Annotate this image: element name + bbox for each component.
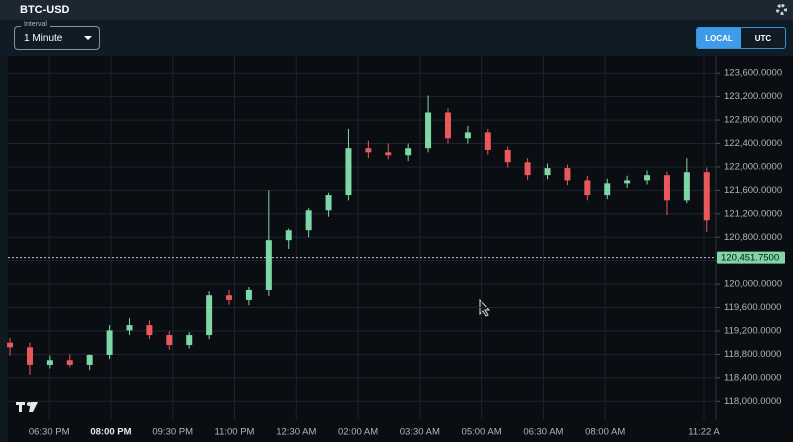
candle-body bbox=[206, 295, 213, 336]
x-tick-label: 11:00 PM bbox=[215, 427, 255, 438]
candle-body bbox=[464, 132, 471, 139]
y-tick-label: 121,600.0000 bbox=[724, 185, 782, 196]
candle-body bbox=[46, 360, 53, 365]
x-tick-label: 02:00 AM bbox=[338, 427, 378, 438]
candle-body bbox=[285, 230, 292, 241]
x-tick-label: 05:00 AM bbox=[462, 427, 502, 438]
y-tick-label: 118,000.0000 bbox=[724, 396, 781, 407]
x-tick-label: 12:30 AM bbox=[276, 427, 316, 438]
symbol-title: BTC-USD bbox=[20, 4, 70, 16]
candle-body bbox=[564, 168, 571, 181]
x-tick-label: 03:30 AM bbox=[400, 427, 440, 438]
y-tick-label: 120,000.0000 bbox=[724, 279, 782, 290]
x-tick-label: 08:00 PM bbox=[90, 427, 131, 438]
candle-body bbox=[265, 240, 272, 290]
candle-body bbox=[166, 335, 173, 346]
candle-body bbox=[385, 152, 392, 156]
candle-body bbox=[325, 195, 332, 211]
candle-body bbox=[226, 295, 233, 300]
x-tick-label: 11:22 A bbox=[688, 427, 720, 438]
candle-body bbox=[305, 210, 312, 231]
candle-body bbox=[405, 148, 412, 156]
dropdown-arrow bbox=[84, 36, 92, 44]
candle-body bbox=[365, 148, 372, 153]
y-tick-label: 123,200.0000 bbox=[724, 91, 782, 102]
x-tick-label: 06:30 AM bbox=[523, 427, 563, 438]
y-tick-label: 120,800.0000 bbox=[724, 232, 782, 243]
candle-body bbox=[126, 325, 133, 331]
y-tick-label: 118,800.0000 bbox=[724, 349, 781, 360]
y-tick-label: 123,600.0000 bbox=[724, 68, 782, 79]
left-strip bbox=[0, 56, 8, 442]
candle-body bbox=[504, 149, 511, 163]
timezone-toggle: LOCAL UTC bbox=[696, 27, 786, 49]
x-tick-label: 09:30 PM bbox=[152, 427, 193, 438]
tv-logo bbox=[16, 402, 38, 412]
y-tick-label: 119,200.0000 bbox=[724, 325, 781, 336]
interval-value: 1 Minute bbox=[24, 33, 63, 44]
candle-body bbox=[683, 172, 690, 201]
y-tick-label: 121,200.0000 bbox=[724, 208, 782, 219]
candle-body bbox=[106, 330, 113, 355]
candle-body bbox=[66, 360, 73, 365]
last-price-label: 120,451.7500 bbox=[721, 253, 779, 264]
candle-body bbox=[484, 132, 491, 150]
candle-body bbox=[663, 175, 670, 201]
candle-body bbox=[345, 148, 352, 196]
interval-caption: Interval bbox=[21, 21, 50, 28]
x-tick-label: 08:00 AM bbox=[585, 427, 625, 438]
y-tick-label: 122,800.0000 bbox=[724, 115, 782, 126]
candle-body bbox=[703, 172, 710, 221]
candle-body bbox=[584, 180, 591, 196]
x-tick-label: 06:30 PM bbox=[29, 427, 70, 438]
candle-body bbox=[7, 342, 14, 348]
interval-select[interactable]: Interval 1 Minute bbox=[14, 21, 100, 50]
y-tick-label: 119,600.0000 bbox=[724, 302, 781, 313]
y-tick-label: 122,400.0000 bbox=[724, 138, 782, 149]
settings-icon[interactable] bbox=[776, 4, 787, 15]
y-tick-label: 122,000.0000 bbox=[724, 161, 782, 172]
local-button[interactable]: LOCAL bbox=[697, 28, 741, 48]
last-price-tag bbox=[717, 251, 785, 264]
y-tick-label: 118,400.0000 bbox=[724, 372, 781, 383]
candle-body bbox=[544, 168, 551, 176]
candle-body bbox=[26, 347, 33, 365]
header: BTC-USD bbox=[0, 0, 793, 20]
candle-body bbox=[644, 175, 651, 181]
grid bbox=[8, 56, 716, 420]
toolbar: Interval 1 Minute LOCAL UTC bbox=[0, 20, 793, 56]
candle-body bbox=[425, 112, 432, 149]
candle-body bbox=[444, 112, 451, 139]
candle-body bbox=[604, 183, 611, 196]
candle-body bbox=[524, 162, 531, 176]
candle-body bbox=[146, 325, 153, 336]
candle-body bbox=[245, 289, 252, 300]
utc-button[interactable]: UTC bbox=[754, 33, 772, 43]
candle-body bbox=[186, 335, 193, 346]
candle-body bbox=[86, 354, 93, 365]
candle-body bbox=[624, 180, 631, 184]
